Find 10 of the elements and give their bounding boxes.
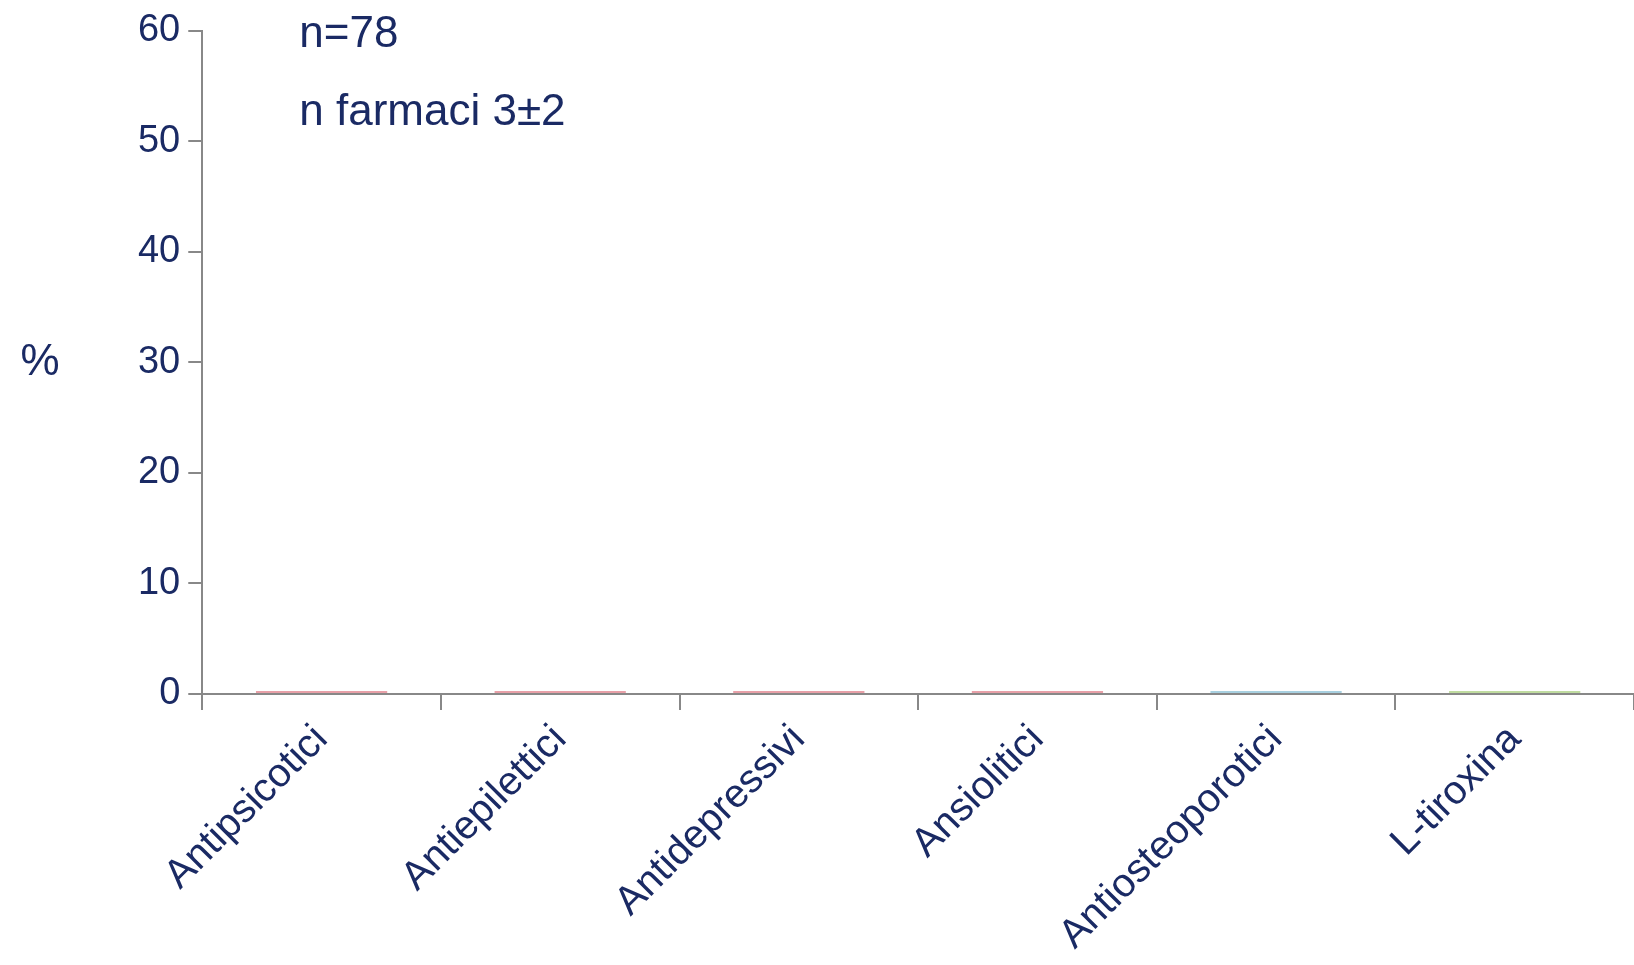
y-tick-label: 50 <box>137 117 181 160</box>
y-axis-title: % <box>20 334 60 384</box>
y-tick-label: 10 <box>137 559 181 602</box>
annotation: n=78 <box>299 6 399 56</box>
y-tick-label: 20 <box>137 449 181 492</box>
y-tick-label: 40 <box>137 228 181 271</box>
annotation: n farmaci 3±2 <box>299 84 566 134</box>
y-tick-label: 0 <box>159 670 181 713</box>
y-tick-label: 60 <box>137 7 181 50</box>
y-tick-label: 30 <box>137 338 181 381</box>
